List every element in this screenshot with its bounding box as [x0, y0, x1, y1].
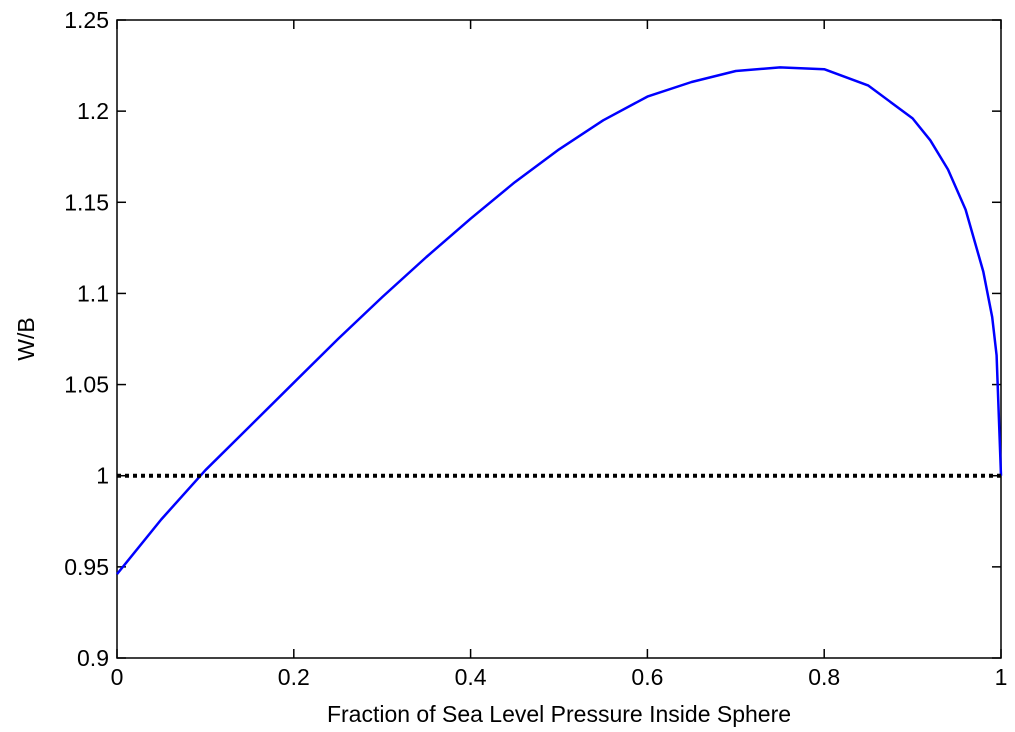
- y-tick-label: 0.9: [77, 645, 109, 671]
- x-tick-label: 0.4: [455, 664, 487, 690]
- y-tick-label: 1.1: [77, 280, 109, 306]
- series-layer: [116, 66, 1003, 575]
- x-tick-label: 1: [995, 664, 1008, 690]
- y-tick-label: 1.25: [64, 7, 109, 33]
- y-axis-label: W/B: [13, 317, 39, 360]
- axis-ticks: 0 0.2 0.4 0.6 0.8 1 0.9 0.95 1 1.05 1.1 1.15 1.2 1.25: [64, 7, 1007, 690]
- y-tick-label: 1.15: [64, 189, 109, 215]
- x-tick-label: 0.2: [278, 664, 310, 690]
- x-tick-label: 0.6: [631, 664, 663, 690]
- y-tick-label: 0.95: [64, 554, 109, 580]
- series-line: [116, 66, 1003, 575]
- x-axis-label: Fraction of Sea Level Pressure Inside Sp…: [327, 701, 791, 727]
- x-tick-label: 0.8: [808, 664, 840, 690]
- x-tick-label: 0: [111, 664, 124, 690]
- plot-area: [116, 19, 1002, 659]
- y-tick-label: 1.2: [77, 98, 109, 124]
- y-tick-label: 1: [96, 463, 109, 489]
- y-tick-label: 1.05: [64, 372, 109, 398]
